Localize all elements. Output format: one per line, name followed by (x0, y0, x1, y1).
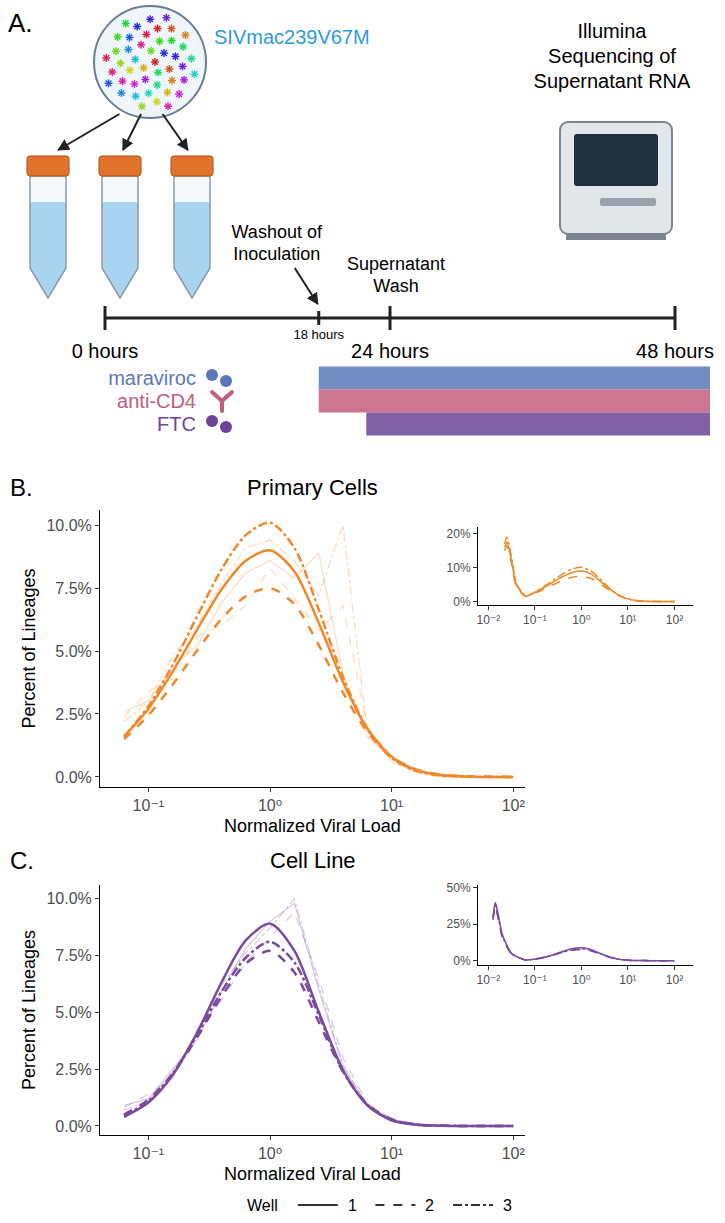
svg-text:Percent of Lineages: Percent of Lineages (19, 930, 39, 1090)
svg-text:5.0%: 5.0% (55, 1004, 91, 1021)
svg-text:maraviroc: maraviroc (108, 367, 196, 389)
svg-text:anti-CD4: anti-CD4 (117, 390, 196, 412)
svg-text:Cell Line: Cell Line (270, 848, 356, 873)
svg-text:10⁻¹: 10⁻¹ (133, 797, 165, 814)
svg-text:10²: 10² (666, 973, 683, 987)
svg-text:10⁻¹: 10⁻¹ (523, 973, 547, 987)
svg-text:Percent of Lineages: Percent of Lineages (19, 568, 39, 728)
svg-text:10⁰: 10⁰ (572, 613, 590, 627)
svg-text:Wash: Wash (373, 276, 418, 296)
svg-text:20%: 20% (447, 527, 471, 541)
svg-text:10⁻²: 10⁻² (476, 973, 500, 987)
svg-text:FTC: FTC (157, 413, 196, 435)
svg-text:Sequencing of: Sequencing of (548, 45, 676, 67)
svg-text:10²: 10² (502, 1145, 526, 1162)
svg-text:5.0%: 5.0% (55, 643, 91, 660)
svg-text:10%: 10% (447, 561, 471, 575)
svg-text:Inoculation: Inoculation (233, 244, 320, 264)
svg-text:Illumina: Illumina (578, 20, 648, 42)
svg-text:B.: B. (10, 474, 33, 501)
svg-text:24 hours: 24 hours (351, 340, 429, 362)
svg-text:0 hours: 0 hours (72, 340, 139, 362)
svg-text:48 hours: 48 hours (636, 340, 714, 362)
svg-text:10⁻²: 10⁻² (476, 613, 500, 627)
svg-text:10²: 10² (502, 797, 526, 814)
svg-text:Well: Well (247, 1197, 278, 1214)
svg-text:10¹: 10¹ (380, 797, 403, 814)
svg-text:10⁰: 10⁰ (572, 973, 590, 987)
svg-text:10⁻¹: 10⁻¹ (523, 613, 547, 627)
svg-text:Primary Cells: Primary Cells (247, 475, 378, 500)
svg-text:2.5%: 2.5% (55, 706, 91, 723)
svg-text:2: 2 (425, 1197, 434, 1214)
svg-text:18 hours: 18 hours (293, 327, 344, 342)
svg-text:A.: A. (8, 8, 33, 38)
svg-text:Supernatant: Supernatant (347, 254, 445, 274)
svg-text:10¹: 10¹ (619, 613, 636, 627)
svg-text:10¹: 10¹ (380, 1145, 403, 1162)
svg-text:0.0%: 0.0% (55, 769, 91, 786)
svg-text:C.: C. (10, 847, 34, 874)
svg-text:10.0%: 10.0% (46, 890, 91, 907)
svg-text:Normalized Viral Load: Normalized Viral Load (224, 1164, 401, 1184)
svg-text:25%: 25% (447, 917, 471, 931)
svg-text:10⁰: 10⁰ (258, 1145, 282, 1162)
svg-text:10²: 10² (666, 613, 683, 627)
svg-text:50%: 50% (447, 881, 471, 895)
svg-text:SIVmac239V67M: SIVmac239V67M (214, 26, 370, 48)
svg-text:1: 1 (348, 1197, 357, 1214)
svg-text:0%: 0% (453, 954, 471, 968)
svg-text:10⁰: 10⁰ (258, 797, 282, 814)
svg-text:Washout of: Washout of (232, 222, 323, 242)
svg-text:0%: 0% (453, 595, 471, 609)
svg-text:7.5%: 7.5% (55, 947, 91, 964)
svg-text:10¹: 10¹ (619, 973, 636, 987)
svg-text:7.5%: 7.5% (55, 580, 91, 597)
svg-text:0.0%: 0.0% (55, 1118, 91, 1135)
svg-text:3: 3 (503, 1197, 512, 1214)
svg-text:Supernatant RNA: Supernatant RNA (534, 70, 691, 92)
svg-text:2.5%: 2.5% (55, 1061, 91, 1078)
svg-text:Normalized Viral Load: Normalized Viral Load (224, 816, 401, 836)
svg-text:10⁻¹: 10⁻¹ (133, 1145, 165, 1162)
svg-text:10.0%: 10.0% (46, 517, 91, 534)
